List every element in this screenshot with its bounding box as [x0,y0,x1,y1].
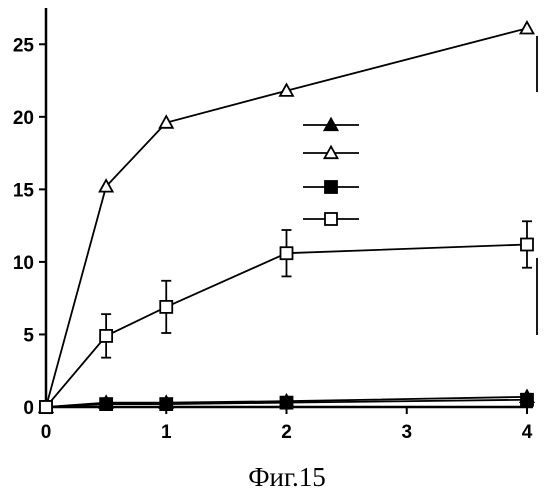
x-tick-label: 1 [161,422,172,443]
data-point [100,330,112,342]
y-tick-label: 25 [13,35,35,56]
legend [303,119,359,226]
plot-area [40,22,538,413]
data-point [100,398,112,410]
x-tick-label: 3 [401,422,412,443]
y-tick-label: 20 [13,108,34,129]
y-tick-label: 10 [13,253,34,274]
data-point [280,397,292,409]
data-point [160,398,172,410]
data-point [521,394,533,406]
x-tick-label: 0 [41,422,52,443]
figure-caption: Фиг.15 [248,462,326,492]
x-tick-label: 4 [522,422,533,443]
data-point [40,401,52,413]
y-tick-label: 15 [13,180,35,201]
data-point [325,213,337,225]
data-point [280,247,292,259]
data-point [160,301,172,313]
data-point [521,238,533,250]
x-tick-label: 2 [281,422,292,443]
y-tick-label: 5 [23,325,34,346]
data-point [325,181,337,193]
y-tick-label: 0 [23,398,34,419]
axes [46,8,533,407]
data-point [520,22,533,34]
